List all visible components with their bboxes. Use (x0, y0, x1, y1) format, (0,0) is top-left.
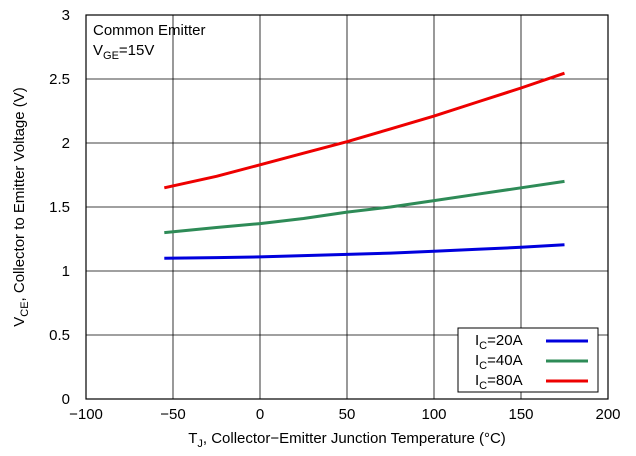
annotation-common-emitter: Common Emitter (93, 22, 206, 39)
y-tick-label: 2 (62, 135, 70, 152)
annotation-vge-main: V (93, 42, 103, 59)
y-tick-label: 1 (62, 263, 70, 280)
series-line-ic-40a (164, 179, 565, 235)
legend-entry-label: IC=80A (475, 372, 523, 392)
y-axis-title-rest: , Collector to Emitter Voltage (V) (11, 87, 28, 301)
series-line-ic-20a (164, 243, 565, 260)
y-axis-title: VCE, Collector to Emitter Voltage (V) (11, 87, 31, 327)
x-axis-title-sub: J (197, 438, 203, 450)
legend-entry-label: IC=20A (475, 332, 523, 352)
y-tick-label: 1.5 (49, 199, 70, 216)
x-tick-label: 0 (256, 406, 264, 423)
x-axis-title-rest: , Collector−Emitter Junction Temperature… (203, 430, 506, 447)
y-tick-label: 0.5 (49, 327, 70, 344)
y-tick-label: 2.5 (49, 71, 70, 88)
x-tick-labels: −100 −50 0 50 100 150 200 (69, 406, 620, 423)
y-axis-title-sub: CE (19, 301, 31, 316)
y-axis-title-main: V (11, 317, 28, 327)
y-tick-labels: 0 0.5 1 1.5 2 2.5 3 (49, 7, 70, 408)
x-tick-label: 100 (421, 406, 446, 423)
x-tick-label: −100 (69, 406, 103, 423)
annotation-vge-sub: GE (103, 50, 119, 62)
y-tick-label: 3 (62, 7, 70, 24)
x-axis-title-main: T (188, 430, 197, 447)
x-axis-title: TJ, Collector−Emitter Junction Temperatu… (188, 430, 506, 450)
series-lines (163, 71, 565, 260)
legend-entry-label: IC=40A (475, 352, 523, 372)
x-tick-label: 150 (508, 406, 533, 423)
annotation-vge: VGE=15V (93, 42, 154, 62)
plot-frame (85, 14, 609, 400)
x-tick-label: 200 (595, 406, 620, 423)
x-tick-label: −50 (160, 406, 185, 423)
y-tick-label: 0 (62, 391, 70, 408)
series-line-ic-80a (163, 71, 565, 190)
annotation-vge-rest: =15V (119, 42, 154, 59)
x-tick-label: 50 (339, 406, 356, 423)
